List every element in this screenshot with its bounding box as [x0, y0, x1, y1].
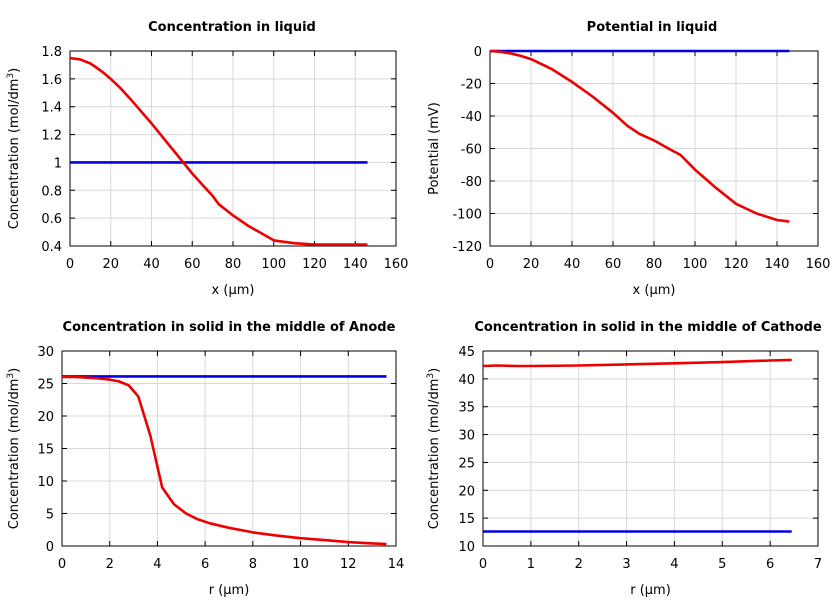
y-tick-label: 10: [458, 540, 475, 555]
x-tick-label: 140: [343, 257, 368, 272]
y-tick-label: 1: [54, 156, 62, 171]
x-tick-label: 0: [486, 257, 494, 272]
y-axis-label: Concentration (mol/dm3): [6, 68, 22, 230]
y-axis-label: Concentration (mol/dm3): [6, 368, 22, 530]
y-tick-label: -80: [461, 175, 482, 190]
y-tick-label: 30: [458, 429, 475, 444]
y-tick-label: 10: [37, 475, 54, 490]
y-tick-label: 25: [37, 378, 54, 393]
y-tick-label: 0.4: [41, 240, 62, 255]
x-tick-label: 1: [527, 557, 535, 572]
chart-title: Concentration in solid in the middle of …: [63, 320, 396, 335]
y-axis-label: Concentration (mol/dm3): [426, 368, 442, 530]
y-tick-label: 45: [458, 345, 475, 360]
y-tick-label: -20: [461, 78, 482, 93]
x-tick-label: 2: [575, 557, 583, 572]
y-tick-label: 40: [458, 373, 475, 388]
series-line-2: [489, 49, 790, 223]
chart-panel-2: 0 20 40 60 80 100 120 140 160 -120 -100 -80 -60 -40 -2…: [427, 20, 830, 298]
y-tick-label: 0: [46, 540, 54, 555]
x-tick-label: 3: [622, 557, 630, 572]
x-axis-label: r (µm): [209, 583, 250, 598]
y-tick-label: 0.6: [41, 212, 62, 227]
x-tick-label: 7: [814, 557, 822, 572]
x-tick-label: 160: [806, 257, 831, 272]
chart-title: Concentration in liquid: [148, 20, 316, 35]
x-tick-label: 8: [249, 557, 257, 572]
chart-title: Concentration in solid in the middle of …: [474, 320, 822, 335]
y-tick-label: 1.8: [41, 45, 62, 60]
x-tick-label: 20: [102, 257, 119, 272]
x-tick-label: 60: [605, 257, 622, 272]
x-tick-label: 5: [718, 557, 726, 572]
x-tick-label: 40: [143, 257, 160, 272]
x-tick-label: 4: [670, 557, 678, 572]
y-tick-label: 25: [458, 456, 475, 471]
y-tick-label: 20: [458, 484, 475, 499]
series-line-2: [62, 375, 387, 546]
x-tick-label: 14: [388, 557, 405, 572]
x-tick-label: 100: [261, 257, 286, 272]
y-tick-label: 0.8: [41, 184, 62, 199]
x-axis-label: r (µm): [630, 583, 671, 598]
x-tick-label: 60: [184, 257, 201, 272]
chart-title: Potential in liquid: [587, 20, 718, 35]
y-tick-label: -100: [452, 208, 482, 223]
series-line-2: [482, 358, 792, 368]
y-tick-label: 1.4: [41, 101, 62, 116]
x-tick-label: 160: [384, 257, 409, 272]
x-tick-label: 0: [479, 557, 487, 572]
x-tick-label: 80: [225, 257, 242, 272]
x-tick-label: 12: [340, 557, 357, 572]
y-tick-label: 30: [37, 345, 54, 360]
x-tick-label: 2: [106, 557, 114, 572]
x-tick-label: 120: [302, 257, 327, 272]
x-tick-label: 6: [766, 557, 774, 572]
y-tick-label: 15: [458, 512, 475, 527]
x-axis-label: x (µm): [633, 283, 676, 298]
y-tick-label: 35: [458, 401, 475, 416]
y-tick-label: 1.2: [41, 129, 62, 144]
y-tick-label: 20: [37, 410, 54, 425]
x-tick-label: 20: [523, 257, 540, 272]
series-line-2: [69, 56, 368, 246]
y-tick-label: 5: [46, 508, 54, 523]
y-tick-label: -60: [461, 143, 482, 158]
y-axis-label: Potential (mV): [427, 102, 442, 195]
y-tick-label: 0: [474, 45, 482, 60]
x-tick-label: 80: [646, 257, 663, 272]
chart-panel-3: 0 2 4 6 8 10 12 14 0 5 10 15 20 25 30 Concentration in …: [6, 320, 404, 598]
x-tick-label: 10: [292, 557, 309, 572]
x-tick-label: 120: [724, 257, 749, 272]
x-tick-label: 40: [564, 257, 581, 272]
y-tick-label: -40: [461, 110, 482, 125]
plot-frame: [482, 350, 819, 547]
y-tick-label: 15: [37, 443, 54, 458]
x-tick-label: 6: [201, 557, 209, 572]
x-tick-label: 4: [153, 557, 161, 572]
chart-panel-1: 0 20 40 60 80 100 120 140 160 0.4 0.6 0.8 1 1.2 1.4 1.6…: [6, 20, 408, 298]
y-tick-label: -120: [452, 240, 482, 255]
x-tick-label: 140: [765, 257, 790, 272]
x-tick-label: 0: [58, 557, 66, 572]
x-tick-label: 0: [66, 257, 74, 272]
x-tick-label: 100: [683, 257, 708, 272]
y-tick-label: 1.6: [41, 73, 62, 88]
x-axis-label: x (µm): [212, 283, 255, 298]
